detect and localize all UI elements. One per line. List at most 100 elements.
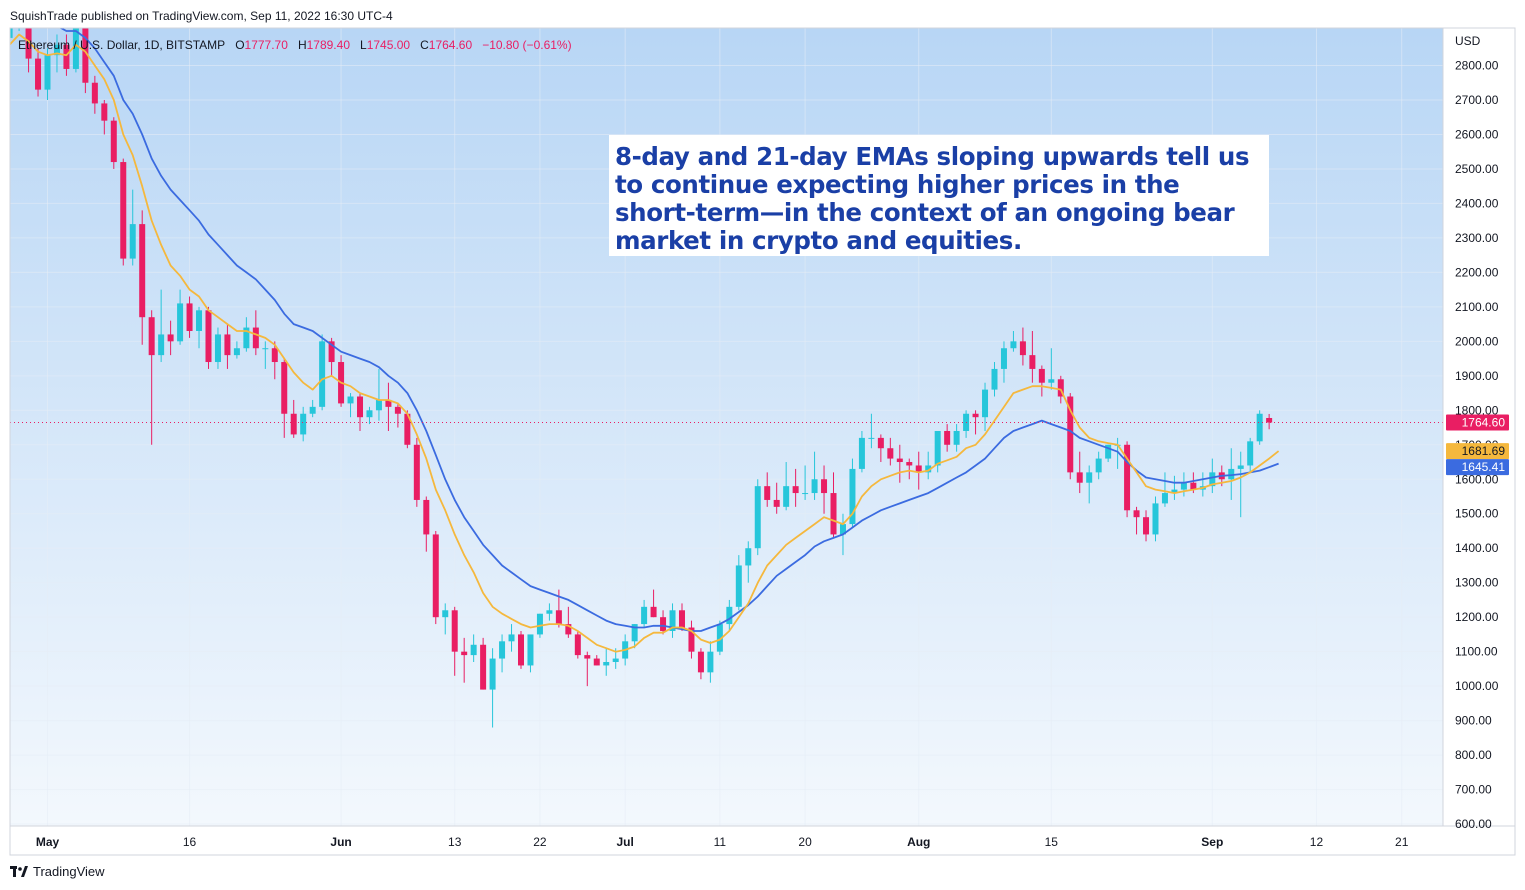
candle bbox=[357, 393, 364, 431]
candle-body bbox=[375, 399, 382, 411]
candle-body bbox=[196, 310, 203, 331]
price-axis[interactable]: 2800.00 2700.00 2600.00 2500.00 2400.00 2300.… bbox=[1455, 59, 1499, 832]
candle bbox=[461, 637, 468, 683]
candle-body bbox=[25, 28, 32, 59]
candle-body bbox=[726, 606, 733, 625]
candle bbox=[678, 603, 685, 631]
candle bbox=[1095, 451, 1102, 480]
price-tick-label: 1800.00 bbox=[1455, 403, 1499, 417]
candle-body bbox=[1152, 503, 1159, 535]
candle-body bbox=[1067, 396, 1074, 473]
candle-body bbox=[451, 610, 458, 652]
candle bbox=[423, 496, 430, 552]
candle-body bbox=[1256, 413, 1263, 442]
candle-body bbox=[16, 10, 22, 17]
candle-body bbox=[470, 644, 477, 656]
candle-body bbox=[413, 444, 420, 500]
high-value: 1789.40 bbox=[306, 38, 350, 52]
candle-body bbox=[1038, 368, 1045, 383]
candle-body bbox=[669, 610, 676, 631]
candle-body bbox=[811, 479, 818, 494]
candle bbox=[10, 28, 13, 42]
candle-body bbox=[1266, 417, 1273, 423]
candle bbox=[44, 48, 51, 100]
candle bbox=[508, 624, 515, 652]
candle bbox=[129, 189, 136, 266]
candle bbox=[1048, 348, 1055, 390]
candle bbox=[660, 610, 667, 635]
candle bbox=[821, 465, 828, 514]
candle bbox=[546, 603, 553, 621]
candle bbox=[896, 444, 903, 483]
candle bbox=[1038, 365, 1045, 397]
candle bbox=[262, 341, 269, 369]
price-tick-label: 1900.00 bbox=[1455, 369, 1499, 383]
price-tick-label: 800.00 bbox=[1455, 748, 1492, 762]
candle bbox=[953, 424, 960, 452]
candle-body bbox=[906, 462, 913, 466]
candle bbox=[1209, 458, 1216, 494]
candle bbox=[518, 630, 524, 669]
candle-body bbox=[1237, 465, 1244, 469]
candle-body bbox=[1076, 472, 1083, 483]
candle bbox=[82, 28, 89, 94]
open-value: 1777.70 bbox=[244, 38, 288, 52]
candle-body bbox=[186, 303, 193, 331]
price-tick-label: 1200.00 bbox=[1455, 610, 1499, 624]
candle bbox=[858, 430, 865, 473]
candle-body bbox=[243, 327, 250, 349]
candle bbox=[1086, 465, 1093, 504]
price-tick-label: 1600.00 bbox=[1455, 472, 1499, 486]
candle bbox=[16, 10, 22, 32]
candle-body bbox=[328, 341, 335, 363]
candle bbox=[243, 317, 250, 352]
candle-body bbox=[167, 334, 174, 342]
candle bbox=[707, 641, 714, 683]
candle-body bbox=[612, 658, 619, 663]
tradingview-logo-icon bbox=[10, 865, 28, 878]
candle bbox=[1180, 472, 1187, 497]
candle bbox=[480, 637, 487, 690]
candle-body bbox=[991, 368, 998, 390]
candle-body bbox=[1247, 441, 1254, 466]
candle-body bbox=[262, 348, 269, 350]
price-labels: 1764.60 1681.69 1645.41 bbox=[1446, 414, 1509, 476]
candle-body bbox=[63, 44, 70, 69]
low-value: 1745.00 bbox=[366, 38, 411, 52]
candle-body bbox=[858, 437, 865, 469]
candle bbox=[735, 555, 742, 611]
candle-body bbox=[821, 479, 828, 494]
candle bbox=[300, 406, 307, 442]
candle-body bbox=[101, 103, 108, 121]
candle bbox=[432, 530, 439, 625]
footer-brand-text: TradingView bbox=[33, 864, 105, 879]
candle-body bbox=[442, 610, 449, 618]
candle bbox=[991, 362, 998, 397]
candle bbox=[177, 289, 184, 345]
time-tick-label: Sep bbox=[1201, 835, 1223, 849]
candle-body bbox=[1029, 355, 1036, 369]
candle-body bbox=[745, 548, 752, 566]
candle-body bbox=[129, 224, 136, 259]
candle bbox=[1161, 472, 1168, 507]
candle bbox=[1171, 475, 1178, 500]
candle-body bbox=[252, 327, 259, 349]
candle bbox=[802, 465, 809, 500]
footer-brand[interactable]: TradingView bbox=[10, 864, 105, 879]
symbol-name[interactable]: Ethereum / U.S. Dollar, 1D, BITSTAMP bbox=[18, 38, 226, 52]
ema8-line bbox=[10, 33, 1280, 653]
candle bbox=[205, 306, 212, 369]
time-tick-label: Aug bbox=[907, 835, 930, 849]
candle-body bbox=[120, 162, 127, 259]
candle bbox=[574, 630, 581, 659]
price-tick-label: 900.00 bbox=[1455, 714, 1492, 728]
candle-body bbox=[233, 348, 240, 356]
candle-body bbox=[290, 413, 297, 435]
candle-body bbox=[158, 334, 165, 356]
change-value: −10.80 (−0.61%) bbox=[482, 38, 572, 52]
price-tick-label: 2300.00 bbox=[1455, 231, 1499, 245]
candle-body bbox=[839, 524, 846, 535]
time-axis[interactable]: May 16 Jun 13 22 Jul 11 20 Aug 15 Sep 12 21 bbox=[36, 835, 1409, 849]
annotation-text: 8-day and 21-day EMAs sloping upwards te… bbox=[615, 142, 1250, 255]
